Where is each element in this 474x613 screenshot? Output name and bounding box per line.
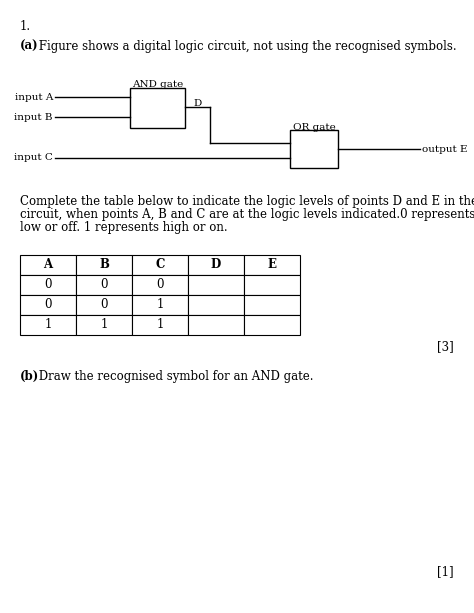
Text: circuit, when points A, B and C are at the logic levels indicated.0 represents: circuit, when points A, B and C are at t… [20, 208, 474, 221]
Bar [20, 295, 76, 315]
Bar [244, 295, 300, 315]
Text: 0: 0 [44, 278, 52, 292]
Bar [76, 295, 132, 315]
Bar [132, 275, 188, 295]
Text: input A: input A [15, 93, 53, 102]
Text: 1: 1 [156, 299, 164, 311]
Bar [244, 315, 300, 335]
Text: Figure shows a digital logic circuit, not using the recognised symbols.: Figure shows a digital logic circuit, no… [35, 40, 456, 53]
Text: 1.: 1. [20, 20, 31, 33]
Bar [20, 255, 76, 275]
Bar [132, 255, 188, 275]
Text: 0: 0 [44, 299, 52, 311]
Text: 0: 0 [156, 278, 164, 292]
Bar [188, 295, 244, 315]
Bar [20, 275, 76, 295]
Bar [130, 88, 185, 128]
Text: Draw the recognised symbol for an AND gate.: Draw the recognised symbol for an AND ga… [35, 370, 313, 383]
Text: low or off. 1 represents high or on.: low or off. 1 represents high or on. [20, 221, 228, 234]
Bar [20, 315, 76, 335]
Text: D: D [193, 99, 201, 107]
Text: 1: 1 [100, 319, 108, 332]
Text: AND gate: AND gate [132, 80, 183, 89]
Bar [188, 275, 244, 295]
Bar [290, 130, 338, 168]
Bar [188, 255, 244, 275]
Text: Complete the table below to indicate the logic levels of points D and E in the: Complete the table below to indicate the… [20, 195, 474, 208]
Text: (a): (a) [20, 40, 38, 53]
Text: E: E [267, 259, 276, 272]
Text: [1]: [1] [438, 565, 454, 578]
Bar [76, 315, 132, 335]
Text: [3]: [3] [437, 340, 454, 353]
Text: C: C [155, 259, 164, 272]
Text: input B: input B [15, 113, 53, 121]
Text: OR gate: OR gate [292, 123, 336, 132]
Text: 1: 1 [44, 319, 52, 332]
Bar [188, 315, 244, 335]
Text: 0: 0 [100, 299, 108, 311]
Text: 0: 0 [100, 278, 108, 292]
Bar [244, 275, 300, 295]
Text: input C: input C [14, 153, 53, 162]
Text: A: A [44, 259, 53, 272]
Bar [132, 295, 188, 315]
Text: D: D [211, 259, 221, 272]
Bar [244, 255, 300, 275]
Text: (b): (b) [20, 370, 39, 383]
Bar [132, 315, 188, 335]
Text: B: B [99, 259, 109, 272]
Text: output E: output E [422, 145, 467, 153]
Bar [76, 275, 132, 295]
Text: 1: 1 [156, 319, 164, 332]
Bar [76, 255, 132, 275]
